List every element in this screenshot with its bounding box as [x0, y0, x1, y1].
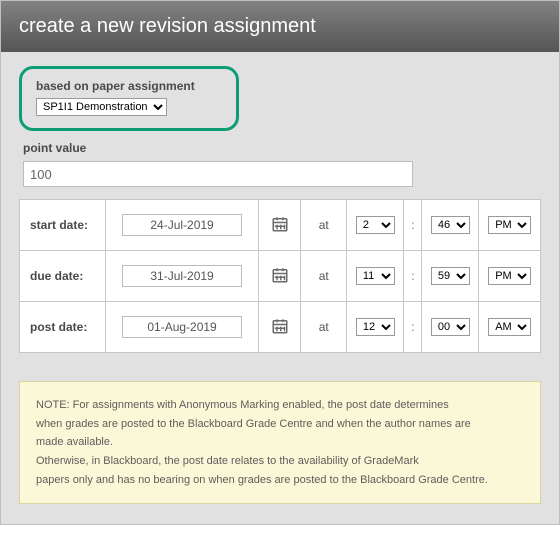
post-hour-select[interactable]: 123456789101112 — [356, 318, 395, 336]
note-box: NOTE: For assignments with Anonymous Mar… — [19, 381, 541, 504]
page-header: create a new revision assignment — [1, 1, 559, 52]
calendar-icon[interactable] — [271, 215, 289, 236]
note-line: Otherwise, in Blackboard, the post date … — [36, 452, 524, 471]
calendar-icon[interactable] — [271, 317, 289, 338]
due-date-label: due date: — [20, 251, 106, 302]
start-date-label: start date: — [20, 200, 106, 251]
point-value-group: point value — [23, 141, 541, 187]
time-colon: : — [404, 251, 422, 302]
post-minute-select[interactable]: 001530454659 — [431, 318, 470, 336]
based-on-paper-group: based on paper assignment SP1I1 Demonstr… — [19, 66, 239, 131]
date-row-post: post date: at 123456789101112:001530454659… — [20, 302, 541, 353]
date-row-due: due date: at 123456789101112:001530454659 A… — [20, 251, 541, 302]
note-line: papers only and has no bearing on when g… — [36, 471, 524, 490]
dates-table: start date:at123456789101112:00153045465… — [19, 199, 541, 353]
point-value-input[interactable] — [23, 161, 413, 187]
note-line: NOTE: For assignments with Anonymous Mar… — [36, 396, 524, 415]
form-body: based on paper assignment SP1I1 Demonstr… — [1, 52, 559, 524]
post-ampm-select[interactable]: AMPM — [488, 318, 531, 336]
due-date-input[interactable] — [122, 265, 242, 287]
start-date-input[interactable] — [122, 214, 242, 236]
based-on-label: based on paper assignment — [36, 79, 222, 93]
start-hour-select[interactable]: 123456789101112 — [356, 216, 395, 234]
start-minute-select[interactable]: 001530454659 — [431, 216, 470, 234]
time-colon: : — [404, 302, 422, 353]
due-minute-select[interactable]: 001530454659 — [431, 267, 470, 285]
start-ampm-select[interactable]: AMPM — [488, 216, 531, 234]
note-line: when grades are posted to the Blackboard… — [36, 415, 524, 434]
at-label: at — [301, 302, 347, 353]
post-date-input[interactable] — [122, 316, 242, 338]
due-ampm-select[interactable]: AMPM — [488, 267, 531, 285]
point-value-label: point value — [23, 141, 541, 155]
based-on-select[interactable]: SP1I1 Demonstration — [36, 98, 167, 116]
assignment-page: create a new revision assignment based o… — [0, 0, 560, 525]
time-colon: : — [404, 200, 422, 251]
at-label: at — [301, 200, 347, 251]
post-date-label: post date: — [20, 302, 106, 353]
calendar-icon[interactable] — [271, 266, 289, 287]
page-title: create a new revision assignment — [19, 15, 316, 37]
due-hour-select[interactable]: 123456789101112 — [356, 267, 395, 285]
at-label: at — [301, 251, 347, 302]
note-line: made available. — [36, 433, 524, 452]
date-row-start: start date: at 123456789101112:00153045465… — [20, 200, 541, 251]
